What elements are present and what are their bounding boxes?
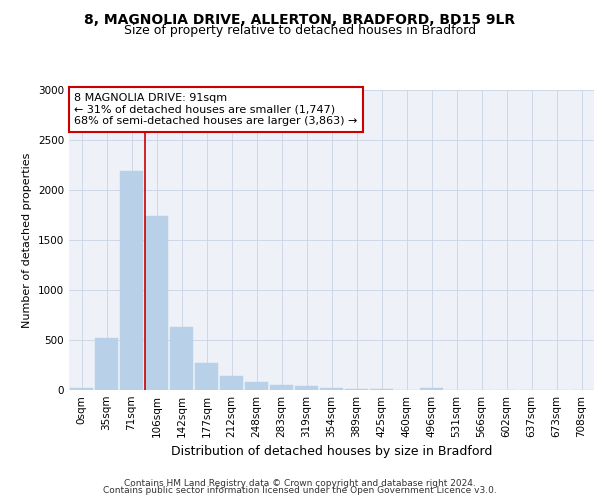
Bar [245, 382, 268, 390]
Text: 8, MAGNOLIA DRIVE, ALLERTON, BRADFORD, BD15 9LR: 8, MAGNOLIA DRIVE, ALLERTON, BRADFORD, B… [85, 12, 515, 26]
Text: Contains HM Land Registry data © Crown copyright and database right 2024.: Contains HM Land Registry data © Crown c… [124, 478, 476, 488]
Bar [120, 171, 143, 390]
Bar [220, 376, 243, 390]
Bar [95, 338, 118, 390]
Text: Size of property relative to detached houses in Bradford: Size of property relative to detached ho… [124, 24, 476, 37]
Bar [195, 363, 218, 390]
Bar [145, 216, 168, 390]
Bar [70, 388, 93, 390]
Text: 8 MAGNOLIA DRIVE: 91sqm
← 31% of detached houses are smaller (1,747)
68% of semi: 8 MAGNOLIA DRIVE: 91sqm ← 31% of detache… [74, 93, 358, 126]
Bar [320, 388, 343, 390]
Bar [420, 388, 443, 390]
Bar [370, 389, 393, 390]
X-axis label: Distribution of detached houses by size in Bradford: Distribution of detached houses by size … [171, 446, 492, 458]
Bar [270, 385, 293, 390]
Bar [345, 388, 368, 390]
Text: Contains public sector information licensed under the Open Government Licence v3: Contains public sector information licen… [103, 486, 497, 495]
Bar [295, 386, 318, 390]
Y-axis label: Number of detached properties: Number of detached properties [22, 152, 32, 328]
Bar [170, 327, 193, 390]
